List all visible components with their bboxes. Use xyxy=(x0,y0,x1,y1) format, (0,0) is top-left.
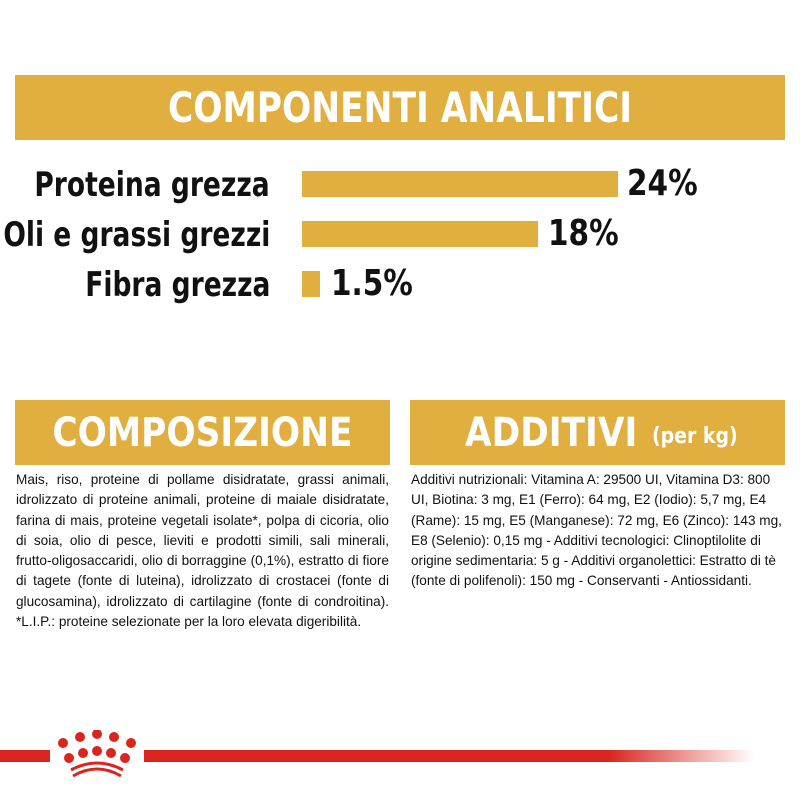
value-protein: 24% xyxy=(627,163,698,204)
crown-icon xyxy=(58,730,136,778)
composition-text: Mais, riso, proteine di pollame disidrat… xyxy=(16,472,389,630)
bar-fat xyxy=(302,221,538,247)
composition-title: COMPOSIZIONE xyxy=(52,409,353,456)
additives-text: Additivi nutrizionali: Vitamina A: 29500… xyxy=(411,472,782,589)
brand-line-right xyxy=(144,750,754,762)
bar-protein xyxy=(302,171,618,197)
row-label-fat: Oli e grassi grezzi xyxy=(2,215,270,255)
analytic-title: COMPONENTI ANALITICI xyxy=(167,83,633,132)
bar-fiber xyxy=(302,271,320,297)
composition-header: COMPOSIZIONE xyxy=(15,400,390,465)
analytic-components-header: COMPONENTI ANALITICI xyxy=(15,75,785,140)
additives-title-suffix: (per kg) xyxy=(651,424,738,449)
additives-title: ADDITIVI xyxy=(464,409,637,456)
row-label-protein: Proteina grezza xyxy=(34,165,270,205)
value-fat: 18% xyxy=(548,213,619,254)
value-fiber: 1.5% xyxy=(331,263,413,304)
additives-header: ADDITIVI (per kg) xyxy=(410,400,785,465)
row-label-fiber: Fibra grezza xyxy=(84,265,270,305)
brand-line-left xyxy=(0,750,50,762)
